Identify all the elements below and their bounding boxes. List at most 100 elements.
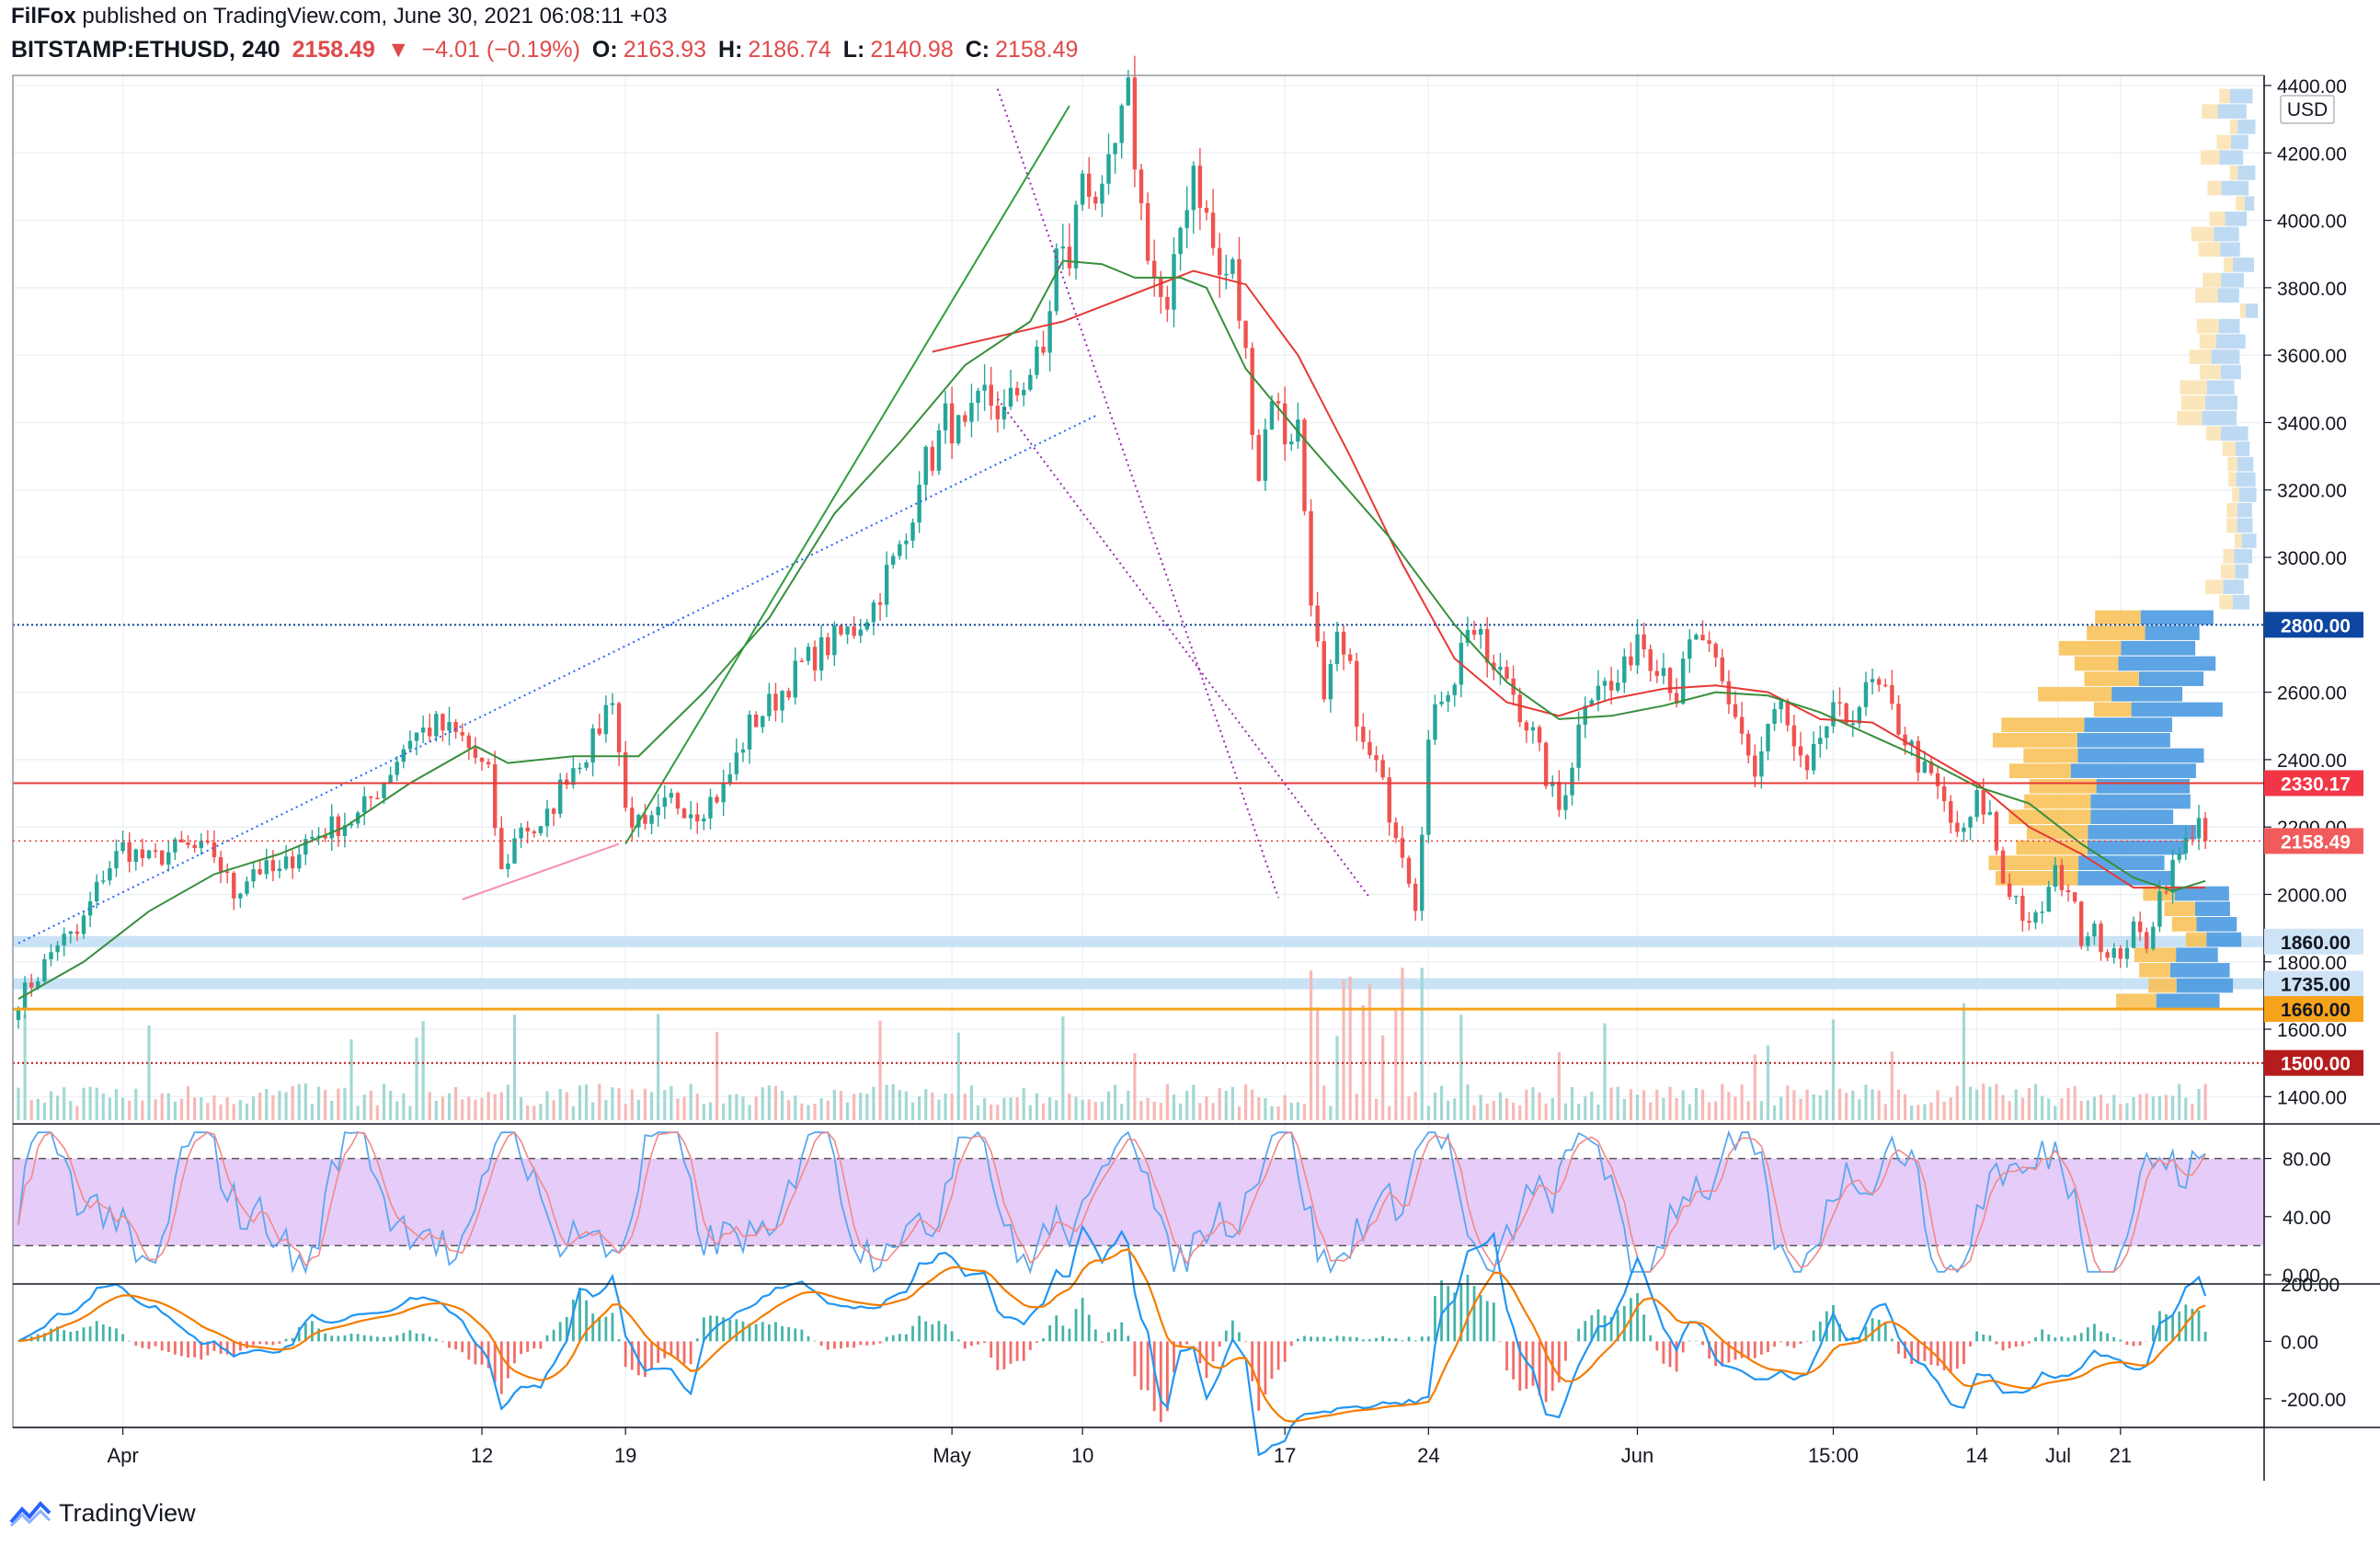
macd-histogram-bar: [421, 1333, 425, 1342]
macd-histogram-bar: [1127, 1335, 1130, 1342]
volume-bar: [630, 1089, 634, 1120]
stoch-tick-label: 80.00: [2283, 1150, 2331, 1171]
candle-body: [1387, 777, 1391, 823]
macd-histogram-bar: [1929, 1341, 1933, 1365]
candle-body: [133, 849, 138, 863]
vp-down-bar: [2148, 978, 2177, 993]
candle-body: [688, 814, 693, 819]
vp-up-bar: [2220, 242, 2240, 258]
candle-body: [1680, 659, 1686, 705]
volume-bar: [969, 1085, 974, 1120]
volume-bar: [1120, 1104, 1124, 1120]
volume-bar: [1498, 1092, 1503, 1120]
candle-body: [1981, 789, 1985, 815]
macd-histogram-bar: [1596, 1309, 1600, 1342]
candle-body: [1608, 681, 1614, 691]
currency-badge[interactable]: USD: [2280, 95, 2335, 124]
volume-bar: [408, 1106, 412, 1120]
candle-body: [2027, 921, 2031, 923]
volume-bar: [49, 1091, 53, 1120]
macd-histogram-bar: [1812, 1330, 1815, 1342]
vp-down-bar: [2008, 809, 2091, 824]
badge-bg: [2264, 770, 2363, 796]
volume-bar: [669, 1085, 673, 1120]
volume-bar: [2119, 1104, 2123, 1120]
macd-histogram-bar: [1779, 1341, 1783, 1343]
candle-body: [1217, 247, 1222, 275]
candle-body: [630, 808, 635, 828]
candle-body: [780, 691, 784, 711]
macd-histogram-bar: [75, 1330, 79, 1342]
macd-histogram-bar: [1447, 1286, 1450, 1342]
volume-bar: [434, 1100, 438, 1120]
stoch-k-line: [17, 1129, 2206, 1275]
volume-bar: [95, 1087, 98, 1120]
candle-body: [290, 856, 295, 869]
volume-bar: [238, 1100, 242, 1120]
candle-body: [1151, 260, 1157, 278]
symbol-title[interactable]: BITSTAMP:ETHUSD, 240: [11, 37, 280, 63]
macd-histogram-bar: [1002, 1341, 1006, 1369]
vp-down-bar: [2038, 686, 2112, 702]
moving-average-green: [17, 259, 2206, 1000]
vp-down-bar: [2134, 947, 2177, 963]
macd-histogram-bar: [578, 1289, 581, 1342]
volume-bar: [1609, 1087, 1613, 1120]
macd-histogram-bar: [369, 1335, 372, 1342]
macd-histogram-bar: [303, 1323, 307, 1342]
volume-bar: [1447, 1100, 1450, 1120]
candle-body: [1113, 143, 1117, 155]
candle-body: [1309, 510, 1313, 606]
macd-signal-line: [17, 1248, 2206, 1423]
macd-histogram-bar: [362, 1335, 366, 1342]
volume-bar: [1845, 1093, 1848, 1120]
macd-histogram-bar: [389, 1336, 393, 1342]
volume-bar: [604, 1100, 608, 1120]
macd-histogram-bar: [1786, 1341, 1790, 1346]
macd-histogram-bar: [1042, 1338, 1045, 1342]
volume-bar: [493, 1094, 497, 1120]
candle-body: [1087, 173, 1092, 197]
candle-body: [976, 390, 980, 403]
volume-bar: [1903, 1094, 1907, 1120]
volume-bar: [1681, 1090, 1685, 1120]
volume-bar: [474, 1099, 477, 1120]
macd-histogram-bar: [682, 1341, 686, 1364]
volume-bar: [1955, 1085, 1959, 1120]
macd-histogram-bar: [2197, 1310, 2201, 1342]
candle-body: [1426, 739, 1431, 835]
candle-body: [1361, 727, 1366, 742]
volume-bar: [1348, 976, 1352, 1120]
volume-bar: [219, 1104, 223, 1120]
volume-bar: [1616, 1086, 1619, 1120]
candle-body: [1909, 740, 1914, 746]
candle-body: [871, 602, 876, 623]
candle-body: [1269, 401, 1275, 430]
volume-bar: [251, 1096, 256, 1120]
macd-histogram-bar: [108, 1326, 111, 1342]
volume-bar: [2001, 1094, 2005, 1120]
candle-body: [727, 774, 732, 784]
macd-histogram-bar: [115, 1328, 118, 1342]
vp-down-bar: [2206, 426, 2221, 441]
volume-bar: [17, 1087, 20, 1120]
macd-histogram-bar: [983, 1341, 987, 1344]
candle-body: [1492, 662, 1496, 670]
macd-histogram-bar: [56, 1326, 59, 1342]
volume-bar: [1837, 1088, 1842, 1120]
vp-up-bar: [2202, 410, 2237, 426]
tradingview-logo[interactable]: TradingView: [9, 1499, 196, 1528]
macd-histogram-bar: [324, 1333, 327, 1342]
volume-bar: [591, 1102, 595, 1120]
vp-down-bar: [2171, 917, 2197, 932]
vp-down-bar: [2209, 212, 2226, 226]
macd-histogram-bar: [493, 1341, 497, 1383]
macd-histogram-bar: [1955, 1341, 1959, 1369]
macd-histogram-bar: [2100, 1331, 2102, 1342]
candle-body: [695, 814, 700, 822]
candle-body: [2170, 859, 2175, 893]
volume-bar: [1367, 984, 1372, 1120]
publisher-name[interactable]: FilFox: [11, 4, 76, 29]
candle-body: [982, 384, 987, 391]
